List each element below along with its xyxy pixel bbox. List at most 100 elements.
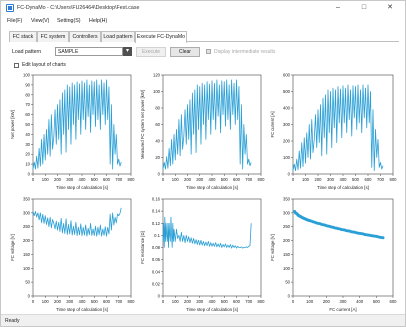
y-tick-label: 40 (155, 139, 160, 144)
x-tick-label: 100 (172, 177, 180, 182)
x-axis-label: Time step of calculation [s] (186, 307, 238, 312)
tab-fc-system[interactable]: FC system (37, 31, 69, 42)
series-line (32, 207, 122, 237)
y-tick-label: 80 (155, 106, 160, 111)
x-tick-label: 500 (221, 299, 229, 304)
series-line (32, 79, 122, 170)
series-line (292, 84, 384, 172)
x-tick-label: 800 (258, 299, 266, 304)
x-tick-label: 400 (209, 177, 217, 182)
display-intermediate-label: Display intermediate results (214, 49, 276, 55)
y-tick-label: 90 (25, 82, 30, 87)
x-tick-label: 0 (162, 177, 165, 182)
x-tick-label: 400 (356, 299, 364, 304)
display-intermediate-checkbox[interactable] (206, 49, 211, 54)
y-tick-label: 0 (28, 294, 31, 299)
series-line (162, 216, 252, 249)
x-tick-label: 800 (390, 177, 398, 182)
clear-button[interactable]: Clear (170, 47, 200, 57)
x-tick-label: 0 (292, 299, 295, 304)
x-axis-label: Time step of calculation [s] (56, 185, 108, 190)
data-point (381, 236, 385, 240)
y-tick-label: 300 (283, 122, 291, 127)
tab-fc-stack[interactable]: FC stack (9, 31, 37, 42)
x-tick-label: 800 (258, 177, 266, 182)
tab-load-pattern[interactable]: Load pattern (101, 31, 135, 42)
y-tick-label: 30 (25, 142, 30, 147)
tab-execute-fc-dynamo[interactable]: Execute FC-DynaMo (135, 31, 187, 43)
x-tick-label: 100 (302, 177, 310, 182)
x-tick-label: 400 (209, 299, 217, 304)
chart-measured-net-power: 0 100 200 300 400 500 600 700 800 0 20 40 60 80 100 120… (139, 71, 267, 191)
x-tick-label: 300 (327, 177, 335, 182)
close-button[interactable]: ✕ (387, 4, 393, 11)
menu-setting[interactable]: Setting(S) (57, 18, 81, 24)
y-tick-label: 0.14 (152, 209, 161, 214)
y-tick-label: 250 (283, 224, 291, 229)
menu-view[interactable]: View(V) (31, 18, 50, 24)
plot-area (162, 198, 262, 297)
y-tick-label: 200 (23, 238, 31, 243)
chart-net-power: 0 100 200 300 400 500 600 700 800 0 10 20 30 40 50 60 70… (9, 71, 137, 191)
menu-help[interactable]: Help(H) (89, 18, 108, 24)
x-tick-label: 300 (196, 299, 204, 304)
y-tick-label: 100 (283, 155, 291, 160)
y-tick-label: 100 (23, 266, 31, 271)
y-tick-label: 0.08 (152, 245, 161, 250)
title-bar[interactable]: FC-DynaMo - C:\Users\FU26464\Desktop\Fes… (1, 1, 405, 15)
y-tick-label: 120 (153, 73, 161, 78)
x-tick-label: 700 (115, 177, 123, 182)
y-tick-label: 0.12 (152, 221, 161, 226)
x-axis-label: Time step of calculation [s] (186, 185, 238, 190)
y-axis-label: Net power [kW] (10, 110, 15, 139)
x-tick-label: 100 (306, 299, 314, 304)
tab-controllers[interactable]: Controllers (69, 31, 101, 42)
x-tick-label: 700 (245, 177, 253, 182)
x-tick-label: 100 (172, 299, 180, 304)
y-tick-label: 40 (25, 132, 30, 137)
y-tick-label: 0 (288, 172, 291, 177)
x-tick-label: 300 (340, 299, 348, 304)
y-tick-label: 200 (283, 238, 291, 243)
x-tick-label: 600 (365, 177, 373, 182)
x-tick-label: 0 (32, 299, 35, 304)
x-tick-label: 600 (233, 299, 241, 304)
edit-layout-checkbox[interactable] (14, 63, 19, 68)
y-tick-label: 100 (23, 73, 31, 78)
execute-button[interactable]: Execute (136, 47, 166, 57)
y-tick-label: 600 (283, 73, 291, 78)
y-tick-label: 300 (23, 210, 31, 215)
x-tick-label: 800 (128, 177, 136, 182)
load-pattern-select[interactable]: SAMPLE (55, 47, 123, 56)
menu-file[interactable]: File(F) (7, 18, 23, 24)
x-tick-label: 500 (221, 177, 229, 182)
y-tick-label: 0 (158, 172, 161, 177)
chart-fc-current: 0 100 200 300 400 500 600 700 800 0 100 200 300 400 50… (269, 71, 399, 191)
y-tick-label: 300 (283, 210, 291, 215)
y-tick-label: 0 (158, 294, 161, 299)
y-tick-label: 20 (155, 155, 160, 160)
x-tick-label: 600 (233, 177, 241, 182)
y-tick-label: 350 (23, 197, 31, 202)
y-tick-label: 200 (283, 139, 291, 144)
tab-strip: FC stack FC system Controllers Load patt… (9, 31, 399, 43)
chevron-down-icon[interactable]: ▾ (123, 47, 132, 56)
y-tick-label: 150 (283, 252, 291, 257)
x-tick-label: 200 (184, 177, 192, 182)
maximize-button[interactable]: □ (361, 4, 367, 11)
minimize-button[interactable]: – (336, 4, 340, 11)
x-tick-label: 800 (128, 299, 136, 304)
x-tick-label: 200 (54, 299, 62, 304)
chart-iv-curve: 0 100 200 300 400 500 600 0 50 100 150 200 250 300 350… (269, 195, 399, 313)
x-tick-label: 600 (103, 177, 111, 182)
series-line (162, 79, 252, 170)
x-tick-label: 200 (323, 299, 331, 304)
x-tick-label: 500 (373, 299, 381, 304)
y-tick-label: 70 (25, 102, 30, 107)
x-tick-label: 100 (42, 177, 50, 182)
x-tick-label: 300 (196, 177, 204, 182)
status-bar: Ready (1, 314, 405, 326)
y-tick-label: 50 (25, 122, 30, 127)
load-pattern-label: Load pattern (12, 49, 42, 55)
